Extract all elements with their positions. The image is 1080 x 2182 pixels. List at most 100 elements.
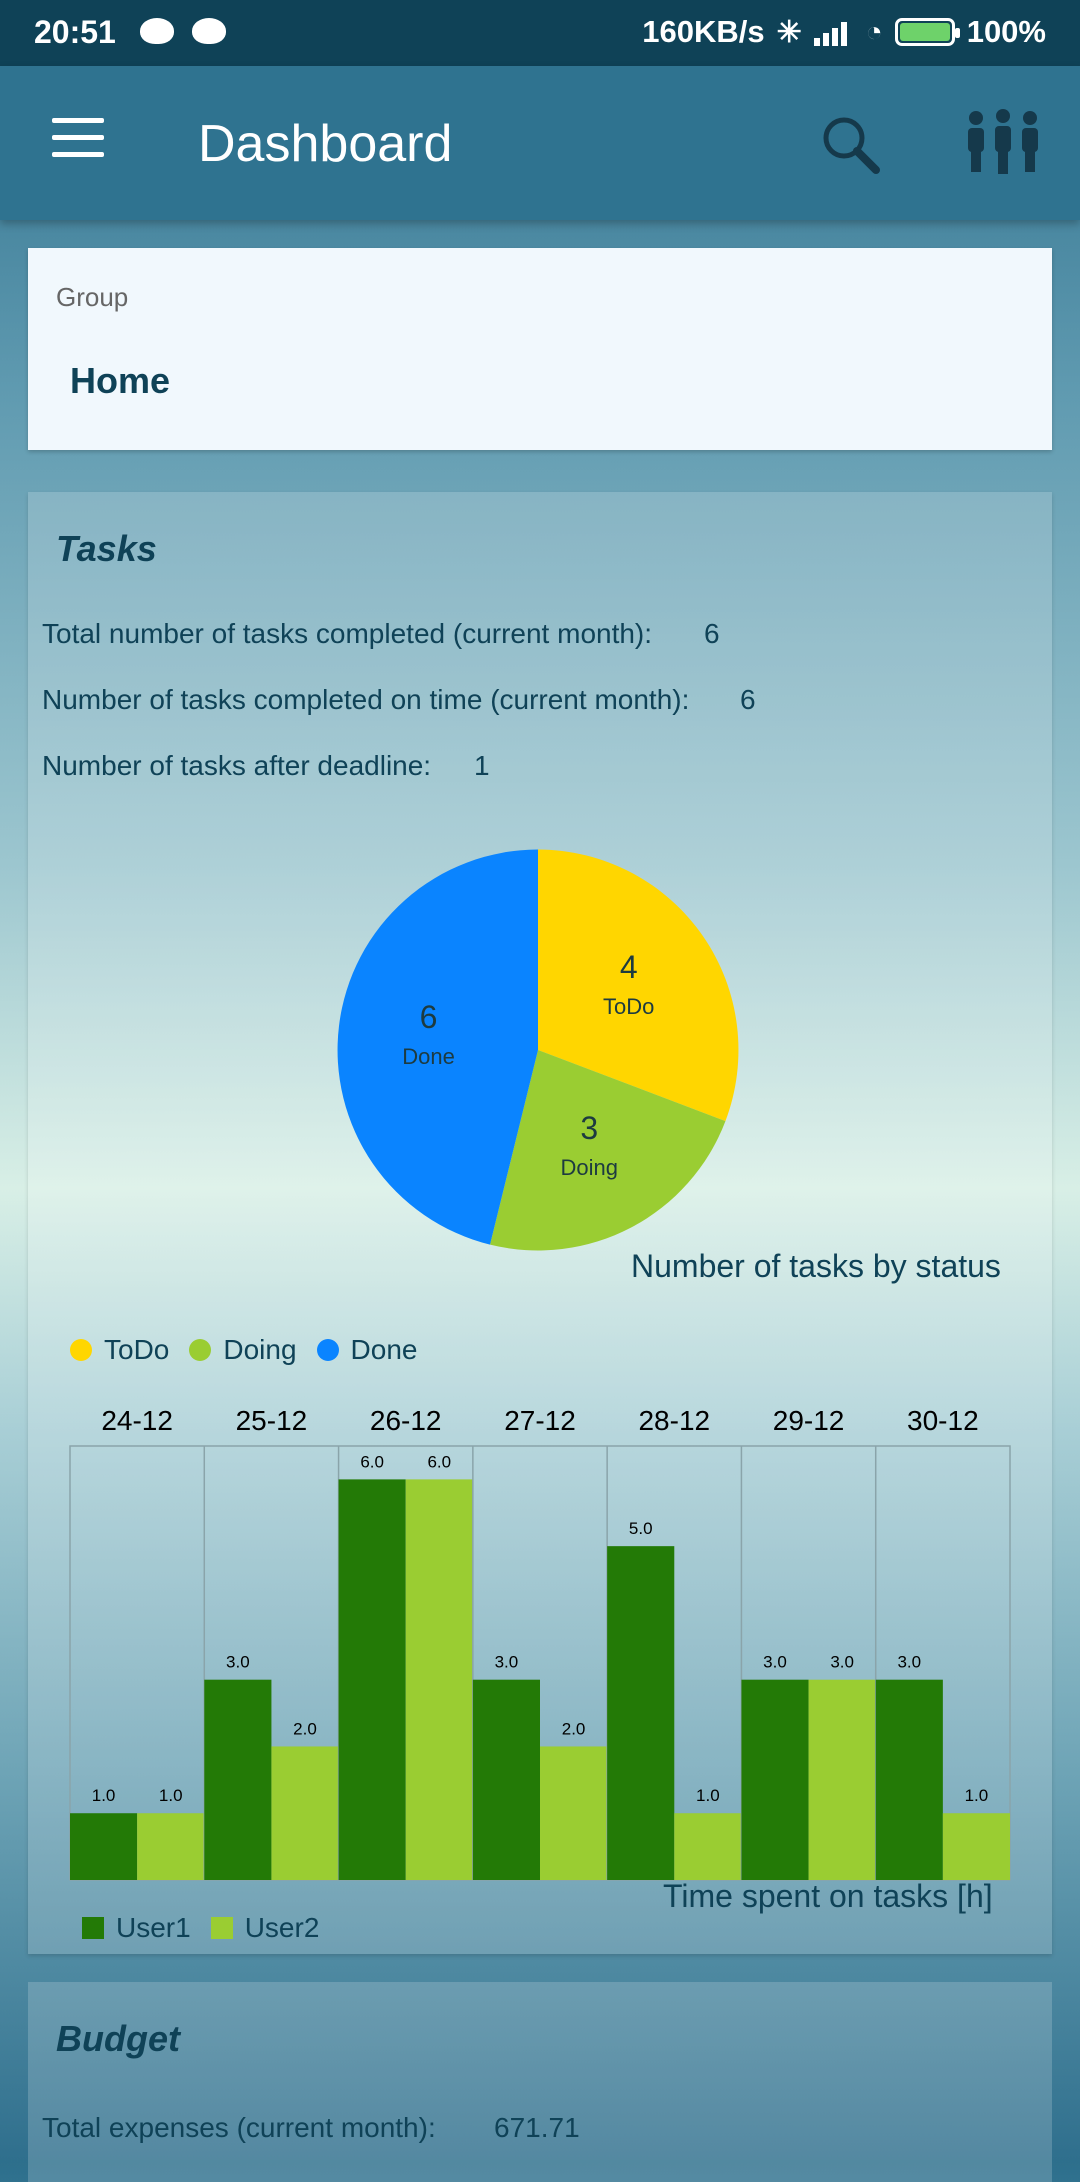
tasks-card: Tasks Total number of tasks completed (c… [28, 492, 1052, 1954]
search-icon[interactable] [818, 112, 882, 176]
bar-value-label: 3.0 [830, 1653, 854, 1672]
legend-item-user1: User1 [82, 1912, 191, 1944]
legend-user1-swatch [82, 1917, 104, 1939]
bar-user1-26-12 [338, 1479, 406, 1880]
pie-legend: ToDo Doing Done [70, 1334, 437, 1366]
group-card[interactable]: Group Home [28, 248, 1052, 450]
pie-chart-caption: Number of tasks by status [631, 1248, 1001, 1284]
legend-item-user2: User2 [210, 1912, 320, 1944]
bar-user1-30-12 [875, 1679, 943, 1880]
bar-category-label: 30-12 [907, 1405, 979, 1436]
stat-total-completed: Total number of tasks completed (current… [42, 618, 720, 650]
legend-done-swatch [316, 1339, 339, 1361]
stat-label: Number of tasks after deadline: [42, 750, 432, 781]
bar-user1-29-12 [741, 1679, 809, 1880]
pie-value: 6 [419, 998, 438, 1035]
legend-todo-swatch [70, 1339, 92, 1361]
bar-category-label: 29-12 [773, 1405, 845, 1436]
bar-user2-27-12 [540, 1746, 608, 1880]
stat-label: Total expenses (current month): [42, 2112, 436, 2143]
bar-user2-28-12 [674, 1813, 742, 1880]
bluetooth-icon: ✳ [776, 15, 802, 49]
bar-value-label: 1.0 [965, 1786, 989, 1805]
bar-user1-28-12 [607, 1546, 675, 1880]
pie-category: Done [402, 1043, 455, 1069]
bar-legend: User1 User2 [82, 1912, 339, 1944]
legend-todo-label: ToDo [104, 1334, 170, 1365]
group-members-icon[interactable] [964, 108, 1042, 176]
pie-label-todo: 4 ToDo [569, 949, 689, 1020]
pie-slice-todo [538, 849, 739, 1122]
stat-value: 1 [474, 750, 490, 781]
bar-category-label: 27-12 [504, 1405, 576, 1436]
pie-label-done: 6 Done [369, 999, 489, 1070]
bar-value-label: 2.0 [562, 1719, 586, 1738]
status-time: 20:51 [34, 14, 116, 50]
bar-user1-27-12 [472, 1679, 540, 1880]
bar-category-label: 24-12 [101, 1405, 173, 1436]
legend-doing-swatch [189, 1339, 212, 1361]
group-label: Group [56, 282, 129, 312]
stat-completed-on-time: Number of tasks completed on time (curre… [42, 684, 756, 716]
menu-icon[interactable] [52, 118, 104, 158]
pie-slice-done [337, 849, 538, 1245]
notification-icon [140, 18, 174, 44]
bar-chart-caption: Time spent on tasks [h] [663, 1878, 993, 1914]
bar-user2-24-12 [137, 1813, 205, 1880]
legend-doing-label: Doing [223, 1334, 297, 1365]
group-value: Home [70, 360, 171, 401]
bar-value-label: 5.0 [629, 1519, 653, 1538]
bar-user1-24-12 [70, 1813, 138, 1880]
bar-category-label: 28-12 [638, 1405, 710, 1436]
status-right: 160KB/s ✳ ◔ 100% [642, 14, 1046, 50]
legend-user2-swatch [210, 1917, 233, 1939]
notification-icon [192, 18, 226, 44]
bar-value-label: 1.0 [696, 1786, 720, 1805]
pie-category: Doing [560, 1154, 618, 1180]
bar-value-label: 6.0 [360, 1452, 384, 1471]
signal-icon [813, 18, 854, 46]
pie-category: ToDo [603, 994, 655, 1020]
pie-slice-doing [490, 1050, 726, 1251]
budget-title: Budget [56, 2018, 180, 2059]
bar-user2-25-12 [271, 1746, 339, 1880]
legend-item-doing: Doing [189, 1334, 297, 1366]
stat-value: 671.71 [494, 2112, 580, 2143]
bar-value-label: 1.0 [159, 1786, 183, 1805]
tasks-title: Tasks [56, 528, 157, 569]
stat-after-deadline: Number of tasks after deadline: 1 [42, 750, 490, 782]
bar-value-label: 3.0 [763, 1653, 787, 1672]
bar-value-label: 3.0 [897, 1653, 921, 1672]
stat-value: 6 [740, 684, 756, 715]
bar-value-label: 3.0 [495, 1653, 519, 1672]
bar-user2-26-12 [405, 1479, 473, 1880]
app-bar: Dashboard [0, 66, 1080, 220]
battery-icon [894, 18, 960, 46]
legend-user2-label: User2 [244, 1912, 320, 1943]
bar-user2-30-12 [942, 1813, 1010, 1880]
bar-value-label: 3.0 [226, 1653, 250, 1672]
network-speed: 160KB/s [642, 14, 765, 49]
bar-category-label: 25-12 [236, 1405, 308, 1436]
legend-item-todo: ToDo [70, 1334, 169, 1366]
bar-value-label: 6.0 [427, 1452, 451, 1471]
pie-value: 4 [619, 949, 638, 986]
tasks-status-pie-chart [337, 849, 739, 1251]
page-title: Dashboard [198, 115, 453, 173]
stat-value: 6 [704, 618, 720, 649]
bar-user2-29-12 [808, 1679, 876, 1880]
battery-level: 100% [966, 14, 1046, 49]
bar-category-label: 26-12 [370, 1405, 442, 1436]
stat-total-expenses: Total expenses (current month): 671.71 [42, 2112, 580, 2144]
legend-user1-label: User1 [116, 1912, 191, 1943]
time-spent-bar-chart: 24-12 1.0 1.0 25-12 3.0 2.0 26-12 6.0 6.0 27-12 3.… [69, 1405, 1011, 1881]
bar-value-label: 1.0 [92, 1786, 116, 1805]
stat-label: Total number of tasks completed (current… [42, 618, 653, 649]
wifi-icon: ◔ [865, 16, 883, 47]
legend-done-label: Done [350, 1334, 418, 1365]
legend-item-done: Done [316, 1334, 418, 1366]
status-bar: 20:51 160KB/s ✳ ◔ 100% [0, 0, 1080, 66]
bar-user1-25-12 [204, 1679, 272, 1880]
stat-label: Number of tasks completed on time (curre… [42, 684, 690, 715]
budget-card: Budget Total expenses (current month): 6… [28, 1982, 1052, 2182]
